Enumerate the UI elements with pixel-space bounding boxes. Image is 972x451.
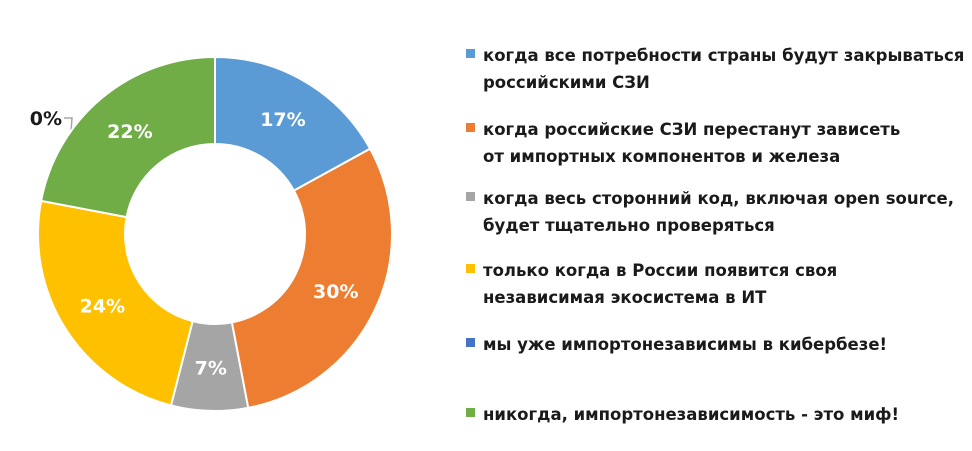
- donut-chart-svg: 17% 30% 7% 24% 0% 22%: [30, 55, 393, 412]
- legend-label-line: будет тщательно проверяться: [483, 216, 775, 235]
- legend-label-line: мы уже импортонезависимы в кибербезе!: [483, 335, 888, 354]
- slice-data-label-1: 17%: [260, 109, 305, 131]
- legend-item-6: никогда, импортонезависимость - это миф!: [466, 401, 966, 428]
- legend-label-line: когда российские СЗИ перестанут зависеть: [483, 120, 901, 139]
- legend-label-6: никогда, импортонезависимость - это миф!: [483, 401, 899, 428]
- legend-label-4: только когда в России появится своя незав…: [483, 257, 837, 311]
- slice-data-label-5: 0%: [30, 108, 62, 130]
- legend-label-line: когда весь сторонний код, включая open s…: [483, 189, 954, 208]
- legend-item-5: мы уже импортонезависимы в кибербезе!: [466, 331, 966, 358]
- legend-label-1: когда все потребности страны будут закры…: [483, 42, 965, 96]
- legend-label-line: российскими СЗИ: [483, 73, 650, 92]
- legend-label-line: только когда в России появится своя: [483, 261, 838, 280]
- legend-label-line: независимая экосистема в ИТ: [483, 288, 767, 307]
- legend-label-line: никогда, импортонезависимость - это миф!: [483, 405, 900, 424]
- legend-item-3: когда весь сторонний код, включая open s…: [466, 185, 966, 239]
- legend-label-2: когда российские СЗИ перестанут зависеть…: [483, 116, 900, 170]
- legend-item-2: когда российские СЗИ перестанут зависеть…: [466, 116, 966, 170]
- donut-slice-4: [37, 199, 194, 407]
- legend-item-4: только когда в России появится своя незав…: [466, 257, 966, 311]
- legend-swatch-2: [466, 123, 475, 132]
- donut-slice-2: [230, 147, 393, 410]
- legend-item-1: когда все потребности страны будут закры…: [466, 42, 966, 96]
- slice-data-label-2: 30%: [313, 281, 358, 303]
- legend-swatch-1: [466, 49, 475, 58]
- legend-label-3: когда весь сторонний код, включая open s…: [483, 185, 954, 239]
- donut-chart: 17% 30% 7% 24% 0% 22%: [0, 0, 440, 451]
- slice-data-label-3: 7%: [195, 357, 227, 379]
- legend-swatch-5: [466, 338, 475, 347]
- legend-swatch-3: [466, 192, 475, 201]
- legend-swatch-4: [466, 264, 475, 273]
- slice-data-label-4: 24%: [80, 296, 125, 318]
- chart-legend: когда все потребности страны будут закры…: [466, 0, 966, 451]
- slice-data-label-6: 22%: [107, 121, 152, 143]
- legend-label-line: от импортных компонентов и железа: [483, 147, 841, 166]
- donut-slice-6: [39, 55, 216, 219]
- legend-label-5: мы уже импортонезависимы в кибербезе!: [483, 331, 887, 358]
- legend-label-line: когда все потребности страны будут закры…: [483, 46, 965, 65]
- donut-slice-1: [214, 55, 372, 192]
- legend-swatch-6: [466, 408, 475, 417]
